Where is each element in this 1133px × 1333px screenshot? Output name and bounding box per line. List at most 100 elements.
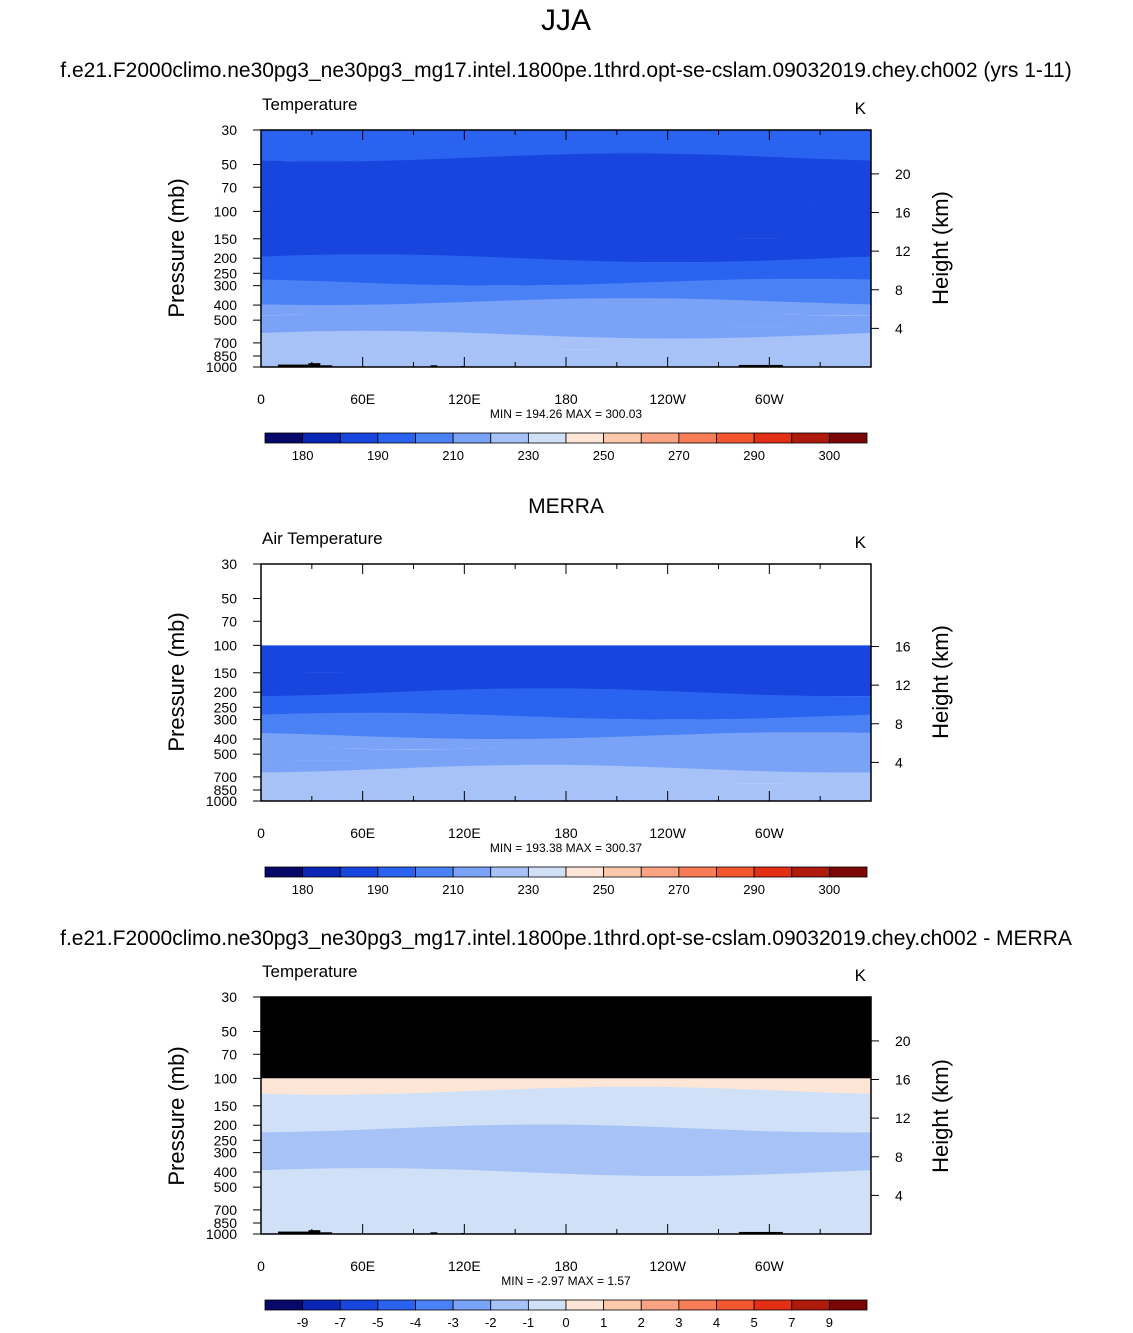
- colorbar-label: 250: [593, 448, 615, 463]
- panel-title: Air Temperature: [262, 529, 383, 548]
- colorbar-label: -9: [297, 1315, 309, 1330]
- colorbar-swatch: [603, 866, 642, 878]
- colorbar-swatch: [452, 1299, 492, 1311]
- colorbar-label: 300: [819, 882, 841, 897]
- colorbar-swatch: [490, 432, 529, 444]
- band-200-250: [261, 254, 871, 278]
- colorbar-swatch: [452, 866, 492, 878]
- y-tick-label: 150: [214, 665, 238, 681]
- colorbar-swatch: [678, 1299, 717, 1311]
- y2-tick-label: 12: [895, 677, 911, 693]
- colorbar-swatch: [640, 866, 680, 878]
- band-100-120: [261, 1078, 871, 1095]
- band-250-285: [261, 704, 871, 720]
- x-tick-label: 60E: [350, 1258, 375, 1274]
- colorbar: 180 190 210 230 250 270 290 300: [264, 432, 868, 463]
- y-tick-label: 500: [214, 1179, 238, 1195]
- x-tick-label: 180: [554, 1258, 578, 1274]
- colorbar-swatch: [716, 1299, 755, 1311]
- colorbar-label: 180: [292, 448, 314, 463]
- colorbar-swatch: [678, 432, 717, 444]
- y-tick-label: 250: [214, 265, 238, 281]
- y-tick-label: 500: [214, 746, 238, 762]
- x-tick-label: 60W: [755, 825, 785, 841]
- y-axis-label: Pressure (mb): [164, 178, 189, 317]
- colorbar-swatch: [377, 1299, 416, 1311]
- colorbar-swatch: [302, 1299, 341, 1311]
- y-tick-label: 400: [214, 297, 238, 313]
- colorbar-swatch: [415, 866, 454, 878]
- colorbar-label: 180: [292, 882, 314, 897]
- colorbar-swatch: [264, 432, 304, 444]
- band-30-45: [261, 130, 871, 162]
- colorbar-label: -5: [372, 1315, 384, 1330]
- y2-tick-label: 20: [895, 166, 911, 182]
- colorbar-label: 210: [442, 882, 464, 897]
- x-tick-label: 120W: [649, 825, 686, 841]
- y2-tick-label: 4: [895, 320, 903, 336]
- panel-difference: Temperature K 0 60E 120E 180 120W 60W30507010…: [164, 962, 953, 1330]
- colorbar-swatch: [640, 1299, 680, 1311]
- colorbar: 180 190 210 230 250 270 290 300: [264, 866, 868, 897]
- case-title: f.e21.F2000climo.ne30pg3_ne30pg3_mg17.in…: [60, 59, 1071, 82]
- y2-axis-label: Height (km): [928, 625, 953, 739]
- colorbar-swatch: [377, 866, 416, 878]
- field-fill: [261, 997, 871, 1234]
- y-tick-label: 200: [214, 1117, 238, 1133]
- colorbar-label: 270: [668, 882, 690, 897]
- panel-units: K: [855, 533, 867, 552]
- y-tick-label: 200: [214, 684, 238, 700]
- y-tick-label: 850: [214, 1215, 238, 1231]
- colorbar-label: 2: [638, 1315, 645, 1330]
- colorbar-swatch: [452, 432, 492, 444]
- y2-tick-label: 16: [895, 639, 911, 655]
- x-tick-label: 0: [257, 391, 265, 407]
- band-330-380: [261, 288, 871, 306]
- y2-tick-label: 12: [895, 243, 911, 259]
- diff-title: f.e21.F2000climo.ne30pg3_ne30pg3_mg17.in…: [60, 927, 1072, 950]
- panel-title: Temperature: [262, 95, 357, 114]
- panel-obs: Air Temperature K 0 60E 120E 180 120W 60W 30 50…: [164, 529, 953, 897]
- band-250-285: [261, 270, 871, 286]
- colorbar-swatch: [339, 432, 379, 444]
- band-520-620: [261, 318, 871, 339]
- colorbar-swatch: [302, 432, 341, 444]
- stats-text: MIN = -2.97 MAX = 1.57: [501, 1274, 631, 1288]
- colorbar-label: 230: [518, 448, 540, 463]
- colorbar-label: 210: [442, 448, 464, 463]
- colorbar-label: -3: [447, 1315, 459, 1330]
- y2-tick-label: 20: [895, 1033, 911, 1049]
- panel-units: K: [855, 966, 867, 985]
- y-tick-label: 70: [221, 179, 237, 195]
- y-tick-label: 300: [214, 712, 238, 728]
- y2-tick-label: 4: [895, 754, 903, 770]
- y-tick-label: 150: [214, 1098, 238, 1114]
- missing-region: [261, 997, 871, 1079]
- colorbar-label: 0: [562, 1315, 569, 1330]
- colorbar-swatch: [565, 432, 605, 444]
- y-tick-label: 1000: [206, 1226, 237, 1242]
- band-200-250: [261, 688, 871, 712]
- colorbar-swatch: [828, 432, 868, 444]
- colorbar-swatch: [603, 432, 642, 444]
- y2-tick-label: 8: [895, 716, 903, 732]
- colorbar-swatch: [339, 1299, 379, 1311]
- y-tick-label: 1000: [206, 359, 237, 375]
- band-380-440: [261, 732, 871, 750]
- colorbar-swatch: [415, 1299, 454, 1311]
- y-tick-label: 700: [214, 335, 238, 351]
- colorbar-swatch: [527, 1299, 567, 1311]
- colorbar-label: 190: [367, 448, 389, 463]
- band-730-870: [261, 341, 871, 362]
- y-tick-label: 500: [214, 312, 238, 328]
- colorbar-swatch: [828, 1299, 868, 1311]
- colorbar-swatch: [527, 432, 567, 444]
- y2-axis-label: Height (km): [928, 1059, 953, 1173]
- colorbar-swatch: [753, 866, 793, 878]
- y2-tick-label: 4: [895, 1187, 903, 1203]
- colorbar-label: 300: [819, 448, 841, 463]
- x-tick-label: 0: [257, 825, 265, 841]
- y-tick-label: 100: [214, 637, 238, 653]
